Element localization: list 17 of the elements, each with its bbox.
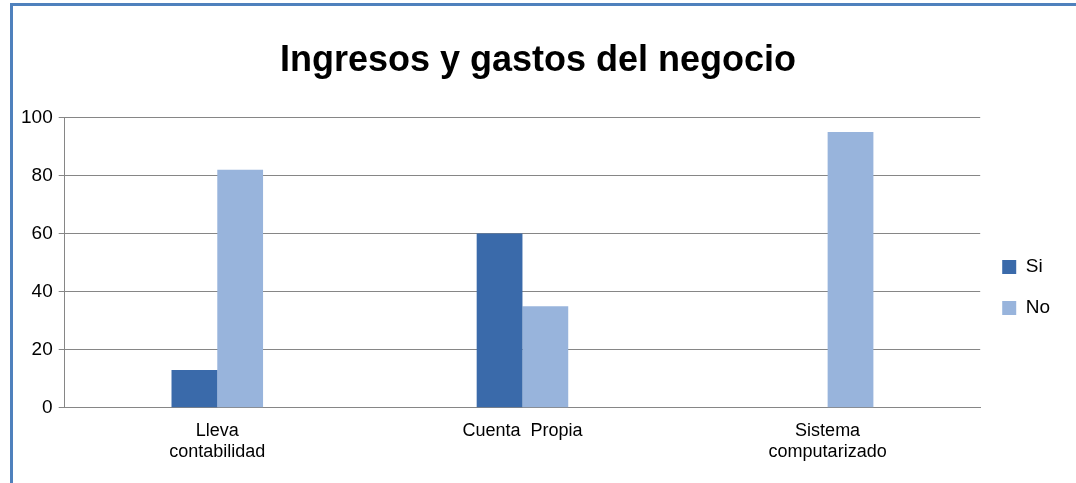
legend-label: Si <box>1025 255 1043 277</box>
bar <box>171 370 218 408</box>
y-tick-label: 80 <box>31 163 53 185</box>
y-tick-label: 100 <box>21 105 53 127</box>
x-tick-label: Lleva contabilidad <box>169 419 266 462</box>
bar <box>217 169 264 408</box>
chart-title: Ingresos y gastos del negocio <box>278 38 798 80</box>
y-tick-label: 20 <box>31 337 53 359</box>
y-tick-label: 40 <box>31 279 53 301</box>
y-tick-label: 0 <box>42 396 53 418</box>
x-tick-label: Cuenta Propia <box>462 419 584 440</box>
bar <box>476 233 523 408</box>
bar <box>827 131 874 408</box>
legend-label: No <box>1025 296 1051 318</box>
bar <box>522 306 569 408</box>
y-tick-label: 60 <box>31 221 53 243</box>
x-tick-label: Sistema computarizado <box>768 419 887 462</box>
